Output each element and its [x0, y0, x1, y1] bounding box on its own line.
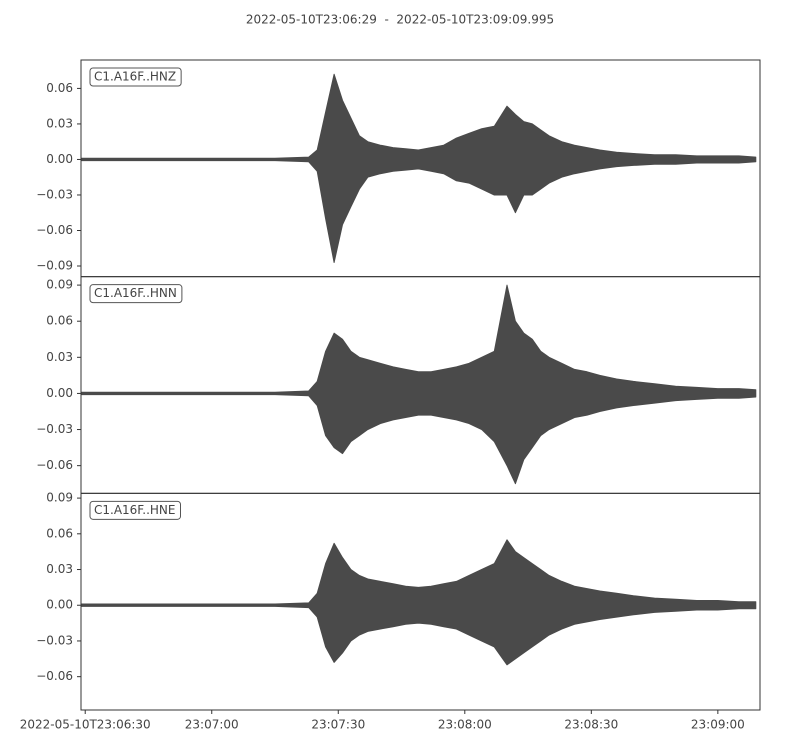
y-tick-label: 0.09	[46, 491, 73, 505]
legend-label: C1.A16F..HNZ	[94, 70, 176, 84]
y-tick-label: −0.06	[36, 669, 73, 683]
y-tick-label: −0.03	[36, 633, 73, 647]
y-tick-label: 0.06	[46, 81, 73, 95]
legend-label: C1.A16F..HNN	[94, 286, 177, 300]
x-tick-label: 23:08:00	[438, 718, 492, 732]
x-tick-label: 23:07:30	[311, 718, 365, 732]
x-tick-label: 23:09:00	[691, 718, 745, 732]
y-tick-label: −0.06	[36, 458, 73, 472]
x-tick-label: 23:08:30	[564, 718, 618, 732]
y-tick-label: −0.03	[36, 422, 73, 436]
waveform-area	[80, 284, 757, 485]
chart-title: 2022-05-10T23:06:29 - 2022-05-10T23:09:0…	[246, 13, 554, 27]
waveform-area	[80, 539, 757, 666]
legend-label: C1.A16F..HNE	[94, 503, 176, 517]
legend-box	[89, 500, 181, 520]
legend-box	[89, 284, 183, 304]
waveform-area	[80, 73, 757, 263]
panel-frame	[80, 492, 761, 711]
y-tick-label: 0.09	[46, 278, 73, 292]
x-tick-label: 2022-05-10T23:06:30	[20, 718, 151, 732]
x-tick-label: 23:07:00	[185, 718, 239, 732]
y-tick-label: 0.00	[46, 386, 73, 400]
y-tick-label: 0.03	[46, 116, 73, 130]
y-tick-label: 0.03	[46, 350, 73, 364]
y-tick-label: 0.06	[46, 314, 73, 328]
y-tick-label: 0.00	[46, 598, 73, 612]
y-tick-label: −0.06	[36, 223, 73, 237]
y-tick-label: 0.00	[46, 152, 73, 166]
y-tick-label: −0.09	[36, 259, 73, 273]
legend-box	[89, 67, 182, 87]
y-tick-label: 0.03	[46, 562, 73, 576]
y-tick-label: −0.03	[36, 187, 73, 201]
y-tick-label: 0.06	[46, 526, 73, 540]
